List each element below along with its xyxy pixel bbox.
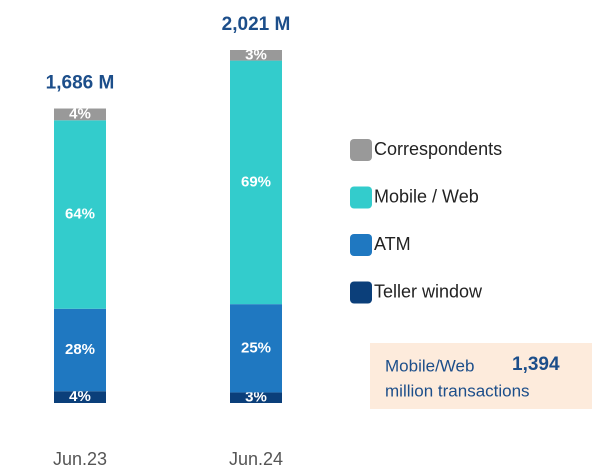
bar-segment	[230, 60, 282, 305]
total-label: 2,021 M	[222, 14, 291, 35]
segment-label: 64%	[65, 205, 95, 222]
bar-segment	[230, 50, 282, 61]
segment-label: 3%	[245, 389, 267, 406]
segment-label: 3%	[245, 46, 267, 63]
segment-label: 69%	[241, 173, 271, 190]
bar-segment	[54, 120, 106, 309]
legend-swatch	[350, 139, 372, 161]
bar-segment	[54, 308, 106, 392]
segment-label: 4%	[69, 105, 91, 122]
annotation-suffix: million transactions	[385, 381, 530, 400]
annotation-prefix: Mobile/Web	[385, 356, 474, 375]
legend-label: Correspondents	[374, 139, 502, 159]
legend-label: Mobile / Web	[374, 186, 479, 206]
x-tick-label: Jun.23	[53, 449, 107, 469]
legend-label: Teller window	[374, 281, 483, 301]
x-tick-label: Jun.24	[229, 449, 283, 469]
segment-label: 28%	[65, 341, 95, 358]
legend-label: ATM	[374, 234, 411, 254]
legend-swatch	[350, 186, 372, 209]
annotation-value: 1,394	[512, 354, 560, 375]
bar-segment	[230, 392, 282, 403]
bar-segment	[54, 108, 106, 121]
segment-label: 4%	[69, 388, 91, 405]
annotation-box	[370, 343, 592, 409]
bar-segment	[230, 304, 282, 393]
legend-swatch	[350, 234, 372, 256]
bar-segment	[54, 391, 106, 403]
total-label: 1,686 M	[46, 73, 115, 94]
segment-label: 25%	[241, 339, 271, 356]
legend-swatch	[350, 281, 372, 304]
